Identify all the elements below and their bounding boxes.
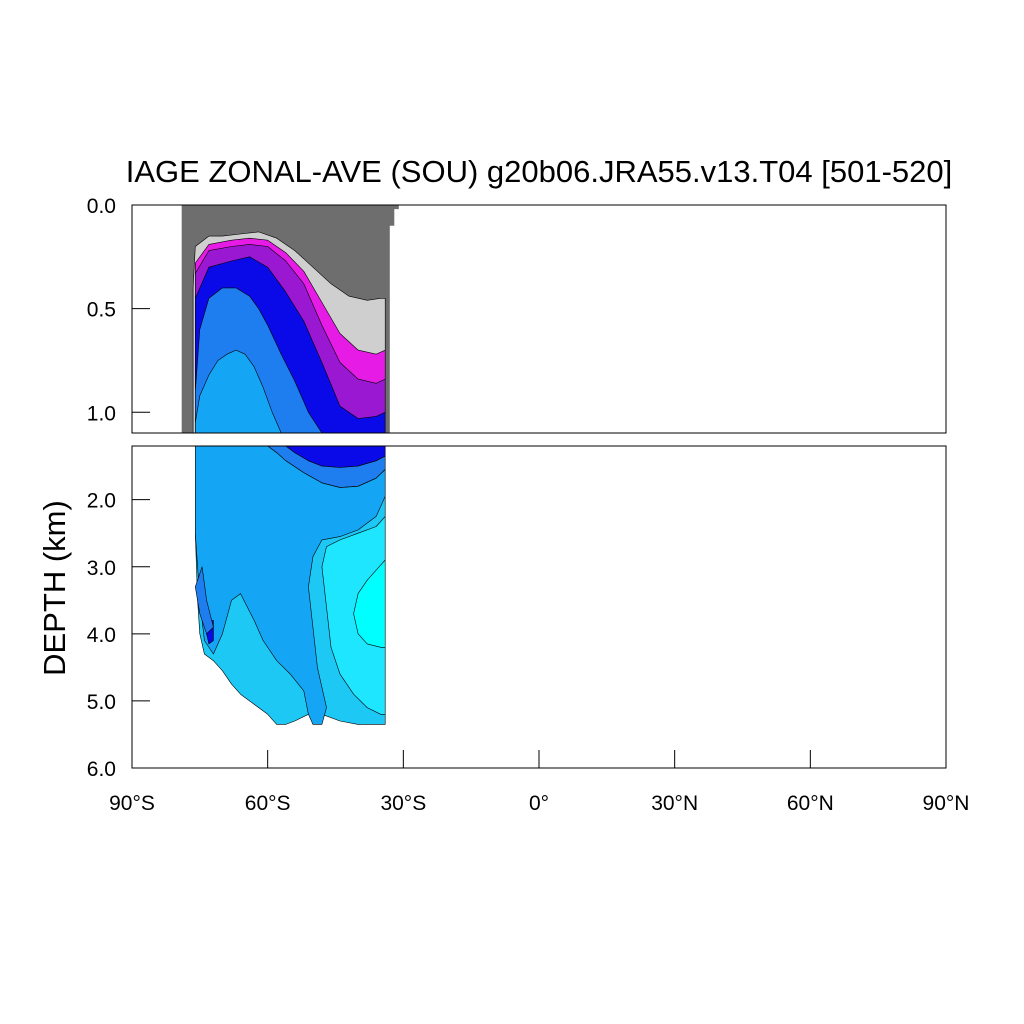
y-tick-label-upper: 1.0 <box>87 402 116 425</box>
x-tick-label: 30°N <box>651 792 698 815</box>
y-tick-label-lower: 2.0 <box>87 490 116 513</box>
upper-panel-frame <box>131 204 947 434</box>
x-tick-label: 90°S <box>109 792 155 815</box>
contour-fill-deep-level8 <box>353 559 386 648</box>
x-tick-label: 30°S <box>380 792 426 815</box>
x-tick-label: 0° <box>529 792 549 815</box>
y-tick-label-lower: 5.0 <box>87 691 116 714</box>
upper-panel-contours <box>181 205 399 433</box>
y-tick-label-upper: 0.5 <box>87 299 116 322</box>
lower-panel-contours <box>195 446 386 725</box>
axes: 90°S 60°S 30°S 0° 30°N 60°N 90°N 0.0 0.5 1.0 2.0 3.… <box>87 195 970 815</box>
x-tick-label: 60°S <box>245 792 291 815</box>
y-tick-label-lower: 4.0 <box>87 624 116 647</box>
y-tick-label-upper: 0.0 <box>87 195 116 218</box>
contour-fill-deep-level5 <box>195 446 386 725</box>
y-tick-label-lower: 6.0 <box>87 758 116 781</box>
contour-fill-deep-level4-patch <box>195 566 214 635</box>
x-tick-label: 60°N <box>787 792 834 815</box>
contour-fill-deep-level7 <box>321 516 386 715</box>
x-tick-label: 90°N <box>923 792 970 815</box>
y-tick-label-lower: 3.0 <box>87 557 116 580</box>
chart-title: IAGE ZONAL-AVE (SOU) g20b06.JRA55.v13.T0… <box>126 154 952 189</box>
contour-fill-level5 <box>195 349 282 433</box>
y-axis-label: DEPTH (km) <box>37 500 72 676</box>
